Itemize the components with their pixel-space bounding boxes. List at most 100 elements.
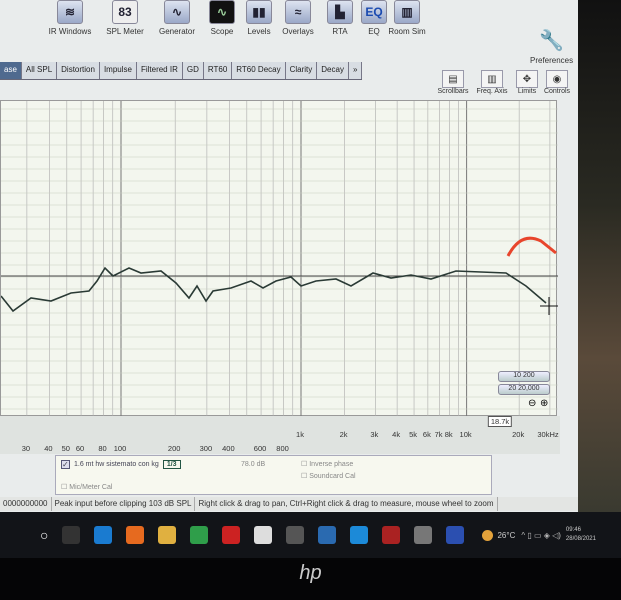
toolbar-rta[interactable]: ▙ RTA [320, 0, 360, 36]
toolbar-label: Levels [247, 27, 271, 36]
wrench-icon: 🔧 [539, 30, 565, 52]
mic-cal-checkbox[interactable]: ☐ Mic/Meter Cal [61, 484, 113, 491]
mail-icon[interactable] [318, 526, 337, 544]
soundcard-cal-label: Soundcard Cal [309, 473, 356, 480]
smoothing-badge[interactable]: 1/3 [162, 460, 181, 469]
tab-ase[interactable]: ase [0, 62, 22, 79]
hp-logo: hp [299, 562, 322, 584]
folder-icon[interactable] [158, 526, 177, 544]
tool-icon[interactable] [414, 526, 433, 544]
toolbar-levels[interactable]: ▮▮ Levels [239, 0, 279, 36]
freq-tick-label: 60 [75, 444, 85, 453]
toolbar-ir-windows[interactable]: ≋ IR Windows [49, 0, 91, 36]
zoom-out-button[interactable]: ⊖ [528, 398, 537, 409]
desktop-background [578, 0, 621, 512]
freq-tick-label: 300 [199, 444, 213, 453]
chrome-icon[interactable] [190, 526, 209, 544]
graph-tabs: ase All SPL Distortion Impulse Filtered IR GD… [0, 62, 363, 80]
tab-rt60[interactable]: RT60 [203, 62, 233, 79]
firefox-icon[interactable] [126, 526, 145, 544]
freq-tick-label: 5k [409, 430, 417, 439]
spl-meter-icon: 83 [112, 0, 138, 24]
tool-limits[interactable]: ✥ Limits [509, 70, 545, 95]
tool-label: Controls [543, 88, 571, 95]
soundcard-cal-checkbox[interactable]: ☐ Soundcard Cal [301, 473, 356, 480]
preferences-button[interactable]: 🔧 Preferences [530, 30, 574, 65]
graph-svg [0, 101, 558, 417]
opera-icon[interactable] [222, 526, 241, 544]
store-icon[interactable] [286, 526, 305, 544]
freq-tick-label: 3k [370, 430, 379, 439]
inverse-phase-checkbox[interactable]: ☐ Inverse phase [301, 461, 354, 468]
tool-label: Limits [517, 88, 537, 95]
sine-icon: ∿ [164, 0, 190, 24]
tool-scrollbars[interactable]: ▤ Scrollbars [435, 70, 471, 95]
freq-tick-label: 7k [434, 430, 443, 439]
toolbar-eq[interactable]: EQ EQ [354, 0, 394, 36]
toolbar-scope[interactable]: ∿ Scope [202, 0, 242, 36]
task-view-icon[interactable] [62, 526, 81, 544]
toolbar-label: EQ [368, 27, 380, 36]
measurement-level: 78.0 dB [241, 461, 266, 468]
toolbar-room-sim[interactable]: ▥ Room Sim [387, 0, 427, 36]
app-red-icon[interactable] [382, 526, 401, 544]
freq-tick-label: 50 [61, 444, 70, 453]
levels-icon: ▮▮ [246, 0, 272, 24]
rta-icon: ▙ [327, 0, 353, 24]
tab-rt60-decay[interactable]: RT60 Decay [232, 62, 286, 79]
rew-taskbar-icon[interactable] [446, 526, 465, 544]
start-icon[interactable]: ○ [40, 527, 49, 543]
toolbar-label: Generator [158, 27, 196, 36]
toolbar-label: Overlays [282, 27, 314, 36]
tab-gd[interactable]: GD [182, 62, 204, 79]
tool-freq-axis[interactable]: ▥ Freq. Axis [474, 70, 510, 95]
tab-distortion[interactable]: Distortion [57, 62, 100, 79]
inverse-phase-label: Inverse phase [309, 461, 354, 468]
status-hint: Right click & drag to pan, Ctrl+Right cl… [195, 497, 498, 511]
clock-date: 28/08/2021 [565, 536, 596, 542]
range-button-2[interactable]: 20 20,000 [498, 384, 550, 395]
freq-tick-label: 800 [276, 444, 289, 453]
freq-tick-label: 6k [422, 430, 431, 439]
clock-time: 09:46 [565, 527, 581, 533]
status-peak: Peak input before clipping 103 dB SPL [52, 497, 196, 511]
tray-icons[interactable]: ^ ▯ ▭ ◈ ◁) [521, 530, 561, 540]
tool-controls[interactable]: ◉ Controls [539, 70, 575, 95]
snipping-icon[interactable] [254, 526, 273, 544]
freq-tick-label: 2k [339, 430, 348, 439]
controls-icon: ◉ [546, 70, 568, 88]
toolbar-generator[interactable]: ∿ Generator [157, 0, 197, 36]
scope-icon: ∿ [209, 0, 235, 24]
tab-filtered-ir[interactable]: Filtered IR [136, 62, 183, 79]
overlays-icon: ≈ [285, 0, 311, 24]
laptop-bezel: hp [0, 558, 621, 600]
tab-impulse[interactable]: Impulse [99, 62, 137, 79]
measurement-checkbox[interactable]: ✓ [61, 460, 70, 469]
freq-tick-label: 8k [444, 430, 453, 439]
frequency-response-graph[interactable]: 10 200 20 20,000 ⊖ ⊕ [0, 100, 558, 417]
status-left: 0000000000 [0, 497, 52, 511]
toolbar-overlays[interactable]: ≈ Overlays [278, 0, 318, 36]
freq-tick-label: 20k [512, 430, 525, 439]
room-sim-icon: ▥ [394, 0, 420, 24]
toolbar-label: RTA [332, 27, 348, 36]
toolbar-label: SPL Meter [106, 27, 144, 36]
ir-windows-icon: ≋ [57, 0, 83, 24]
tab-decay[interactable]: Decay [317, 62, 349, 79]
tab--[interactable]: » [348, 62, 363, 79]
freq-tick-label: 4k [392, 430, 401, 439]
clock[interactable]: 09:46 28/08/2021 [566, 526, 596, 544]
tab-all-spl[interactable]: All SPL [21, 62, 58, 79]
range-button-1[interactable]: 10 200 [498, 371, 550, 382]
rew-window: ≋ IR Windows 83 SPL Meter ∿ Generator ∿ Scope ▮▮… [0, 0, 578, 512]
zoom-in-button[interactable]: ⊕ [540, 398, 549, 409]
freq-tick-label: 10k [459, 430, 472, 439]
app-icon[interactable] [350, 526, 369, 544]
tab-clarity[interactable]: Clarity [285, 62, 318, 79]
frequency-axis: 18.7k 30 40 50 60 80 100 200 300 400 600 800 1k 2k 3k… [0, 416, 560, 454]
edge-icon[interactable] [94, 526, 113, 544]
toolbar-spl-meter[interactable]: 83 SPL Meter [105, 0, 145, 36]
freq-tick-label: 400 [222, 444, 235, 453]
freq-tick-label: 80 [98, 444, 107, 453]
freq-tick-label: 100 [113, 444, 127, 453]
